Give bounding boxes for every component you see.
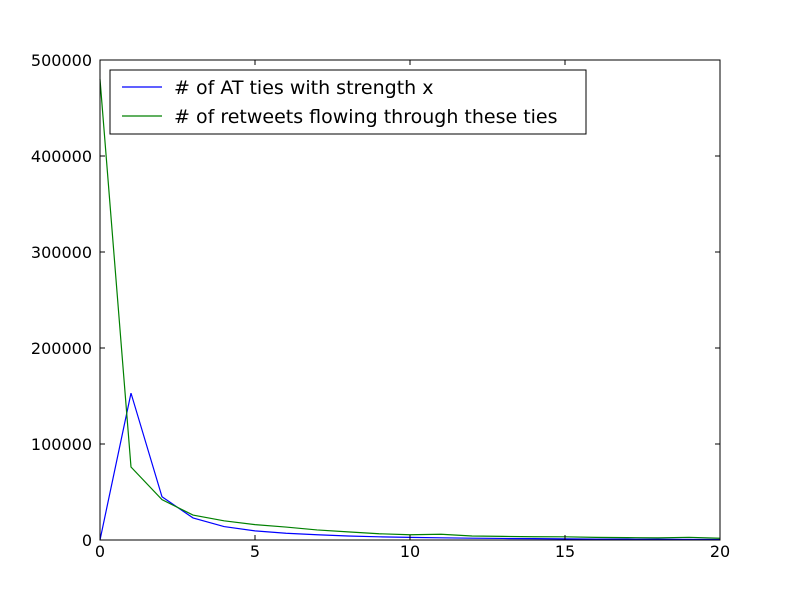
legend-box — [109, 69, 587, 135]
y-tick-label: 200000 — [31, 339, 92, 358]
legend-label-2: # of retweets flowing through these ties — [174, 106, 558, 128]
plot-area — [99, 79, 721, 541]
x-tick-label: 10 — [400, 542, 420, 561]
y-tick-label: 300000 — [31, 243, 92, 262]
axes-frame — [99, 59, 721, 541]
y-axis-tick-labels: 0 100000 200000 300000 400000 500000 — [31, 51, 92, 550]
series-line-1 — [99, 392, 721, 541]
legend-label-1: # of AT ties with strength x — [174, 77, 434, 99]
series-line-2 — [99, 79, 721, 539]
x-tick-label: 20 — [710, 542, 730, 561]
x-tick-label: 0 — [95, 542, 105, 561]
x-tick-label: 5 — [250, 542, 260, 561]
x-axis-tick-labels: 0 5 10 15 20 — [95, 542, 730, 561]
x-tick-label: 15 — [555, 542, 575, 561]
y-tick-label: 400000 — [31, 147, 92, 166]
y-tick-label: 500000 — [31, 51, 92, 70]
legend: # of AT ties with strength x # of retweet… — [109, 69, 587, 135]
y-tick-label: 0 — [82, 531, 92, 550]
y-tick-label: 100000 — [31, 435, 92, 454]
